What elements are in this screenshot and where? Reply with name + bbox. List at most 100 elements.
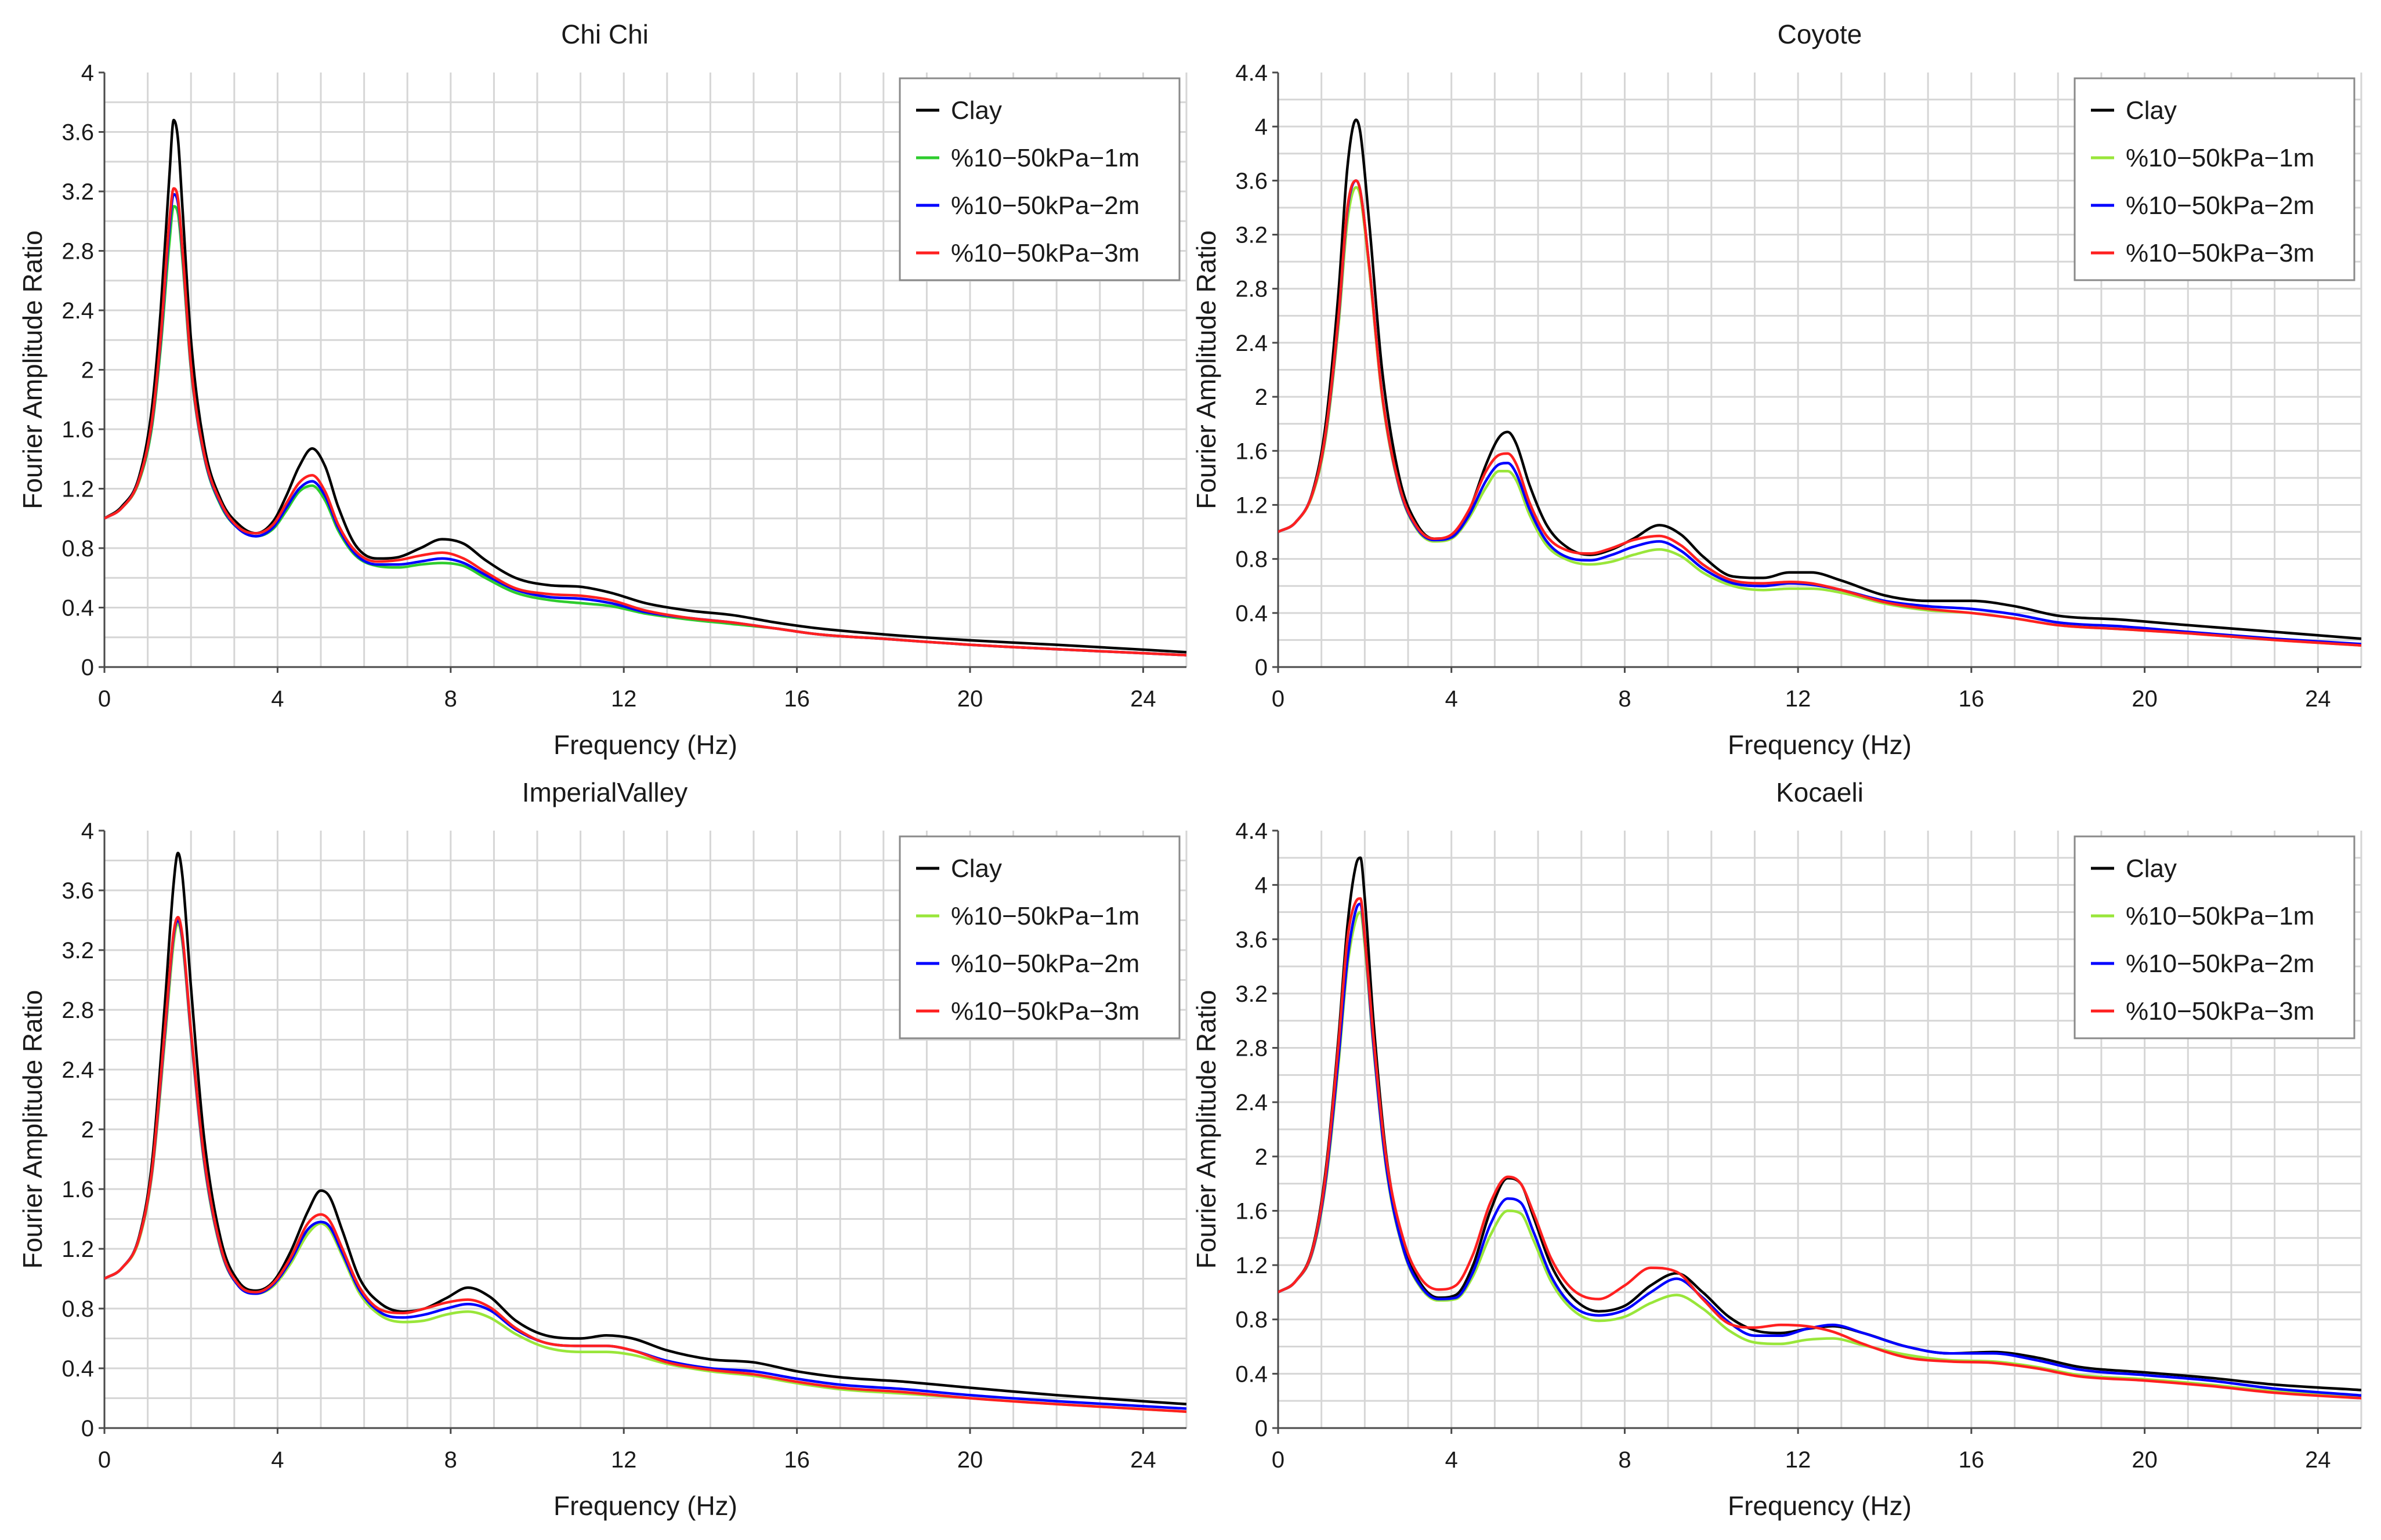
legend-label: %10−50kPa−2m (2126, 950, 2314, 978)
x-tick-label: 8 (1618, 686, 1631, 712)
legend-label: %10−50kPa−3m (2126, 997, 2314, 1026)
x-tick-label: 0 (1272, 1447, 1284, 1473)
legend: Clay %10−50kPa−1m %10−50kPa−2m %10−50kPa−3m (899, 77, 1181, 281)
y-tick-label: 0.8 (61, 536, 94, 561)
y-tick-label: 3.2 (61, 938, 94, 963)
legend-box (2074, 77, 2355, 281)
x-axis-label: Frequency (Hz) (553, 730, 737, 760)
y-tick-label: 3.6 (61, 120, 94, 146)
legend-label: Clay (951, 854, 1002, 883)
chart-panel-kocaeli: 0 4 8 12 16 20 24 0 0.4 0.8 1.2 1.6 2 2.4 2.8 3.2 3.6 4 4.… (1191, 777, 2362, 1521)
x-tick-label: 20 (957, 1447, 983, 1473)
x-tick-label: 12 (611, 1447, 637, 1473)
series-line-10-50kpa-3m (104, 916, 1186, 1413)
y-axis-label: Fourier Amplitude Ratio (17, 990, 48, 1269)
x-tick-label: 24 (1130, 1447, 1156, 1473)
legend-box (899, 835, 1181, 1039)
legend-label: Clay (951, 96, 1002, 125)
y-tick-label: 0 (1255, 655, 1268, 680)
x-tick-label: 12 (611, 686, 637, 712)
x-tick-label: 12 (1785, 686, 1811, 712)
legend-label: %10−50kPa−2m (2126, 191, 2314, 220)
series-line-clay (1278, 118, 2361, 640)
x-axis-label: Frequency (Hz) (553, 1491, 737, 1521)
y-tick-label: 0.4 (61, 596, 94, 621)
x-tick-label: 16 (1959, 1447, 1985, 1473)
series-line-10-50kpa-1m (104, 922, 1186, 1413)
y-axis-label: Fourier Amplitude Ratio (1191, 990, 1221, 1269)
legend-box (2074, 835, 2355, 1039)
legend-label: %10−50kPa−3m (2126, 239, 2314, 267)
y-tick-label: 2 (81, 358, 94, 383)
y-tick-label: 4.4 (1235, 818, 1268, 844)
y-tick-label: 4 (81, 818, 94, 844)
legend-label: %10−50kPa−1m (951, 902, 1139, 930)
series-line-clay (104, 851, 1186, 1406)
y-tick-label: 0.4 (1235, 601, 1268, 626)
y-axis-label: Fourier Amplitude Ratio (17, 230, 48, 509)
y-tick-label: 3.6 (1235, 168, 1268, 194)
x-tick-label: 20 (2132, 686, 2158, 712)
y-tick-label: 2.4 (1235, 1090, 1268, 1115)
series-group (1278, 856, 2361, 1400)
legend-label: %10−50kPa−2m (951, 950, 1139, 978)
x-tick-label: 0 (98, 1447, 111, 1473)
y-tick-label: 1.6 (61, 417, 94, 443)
series-line-10-50kpa-2m (1278, 903, 2361, 1397)
x-tick-label: 8 (444, 1447, 457, 1473)
legend: Clay %10−50kPa−1m %10−50kPa−2m %10−50kPa−3m (899, 835, 1181, 1039)
x-tick-label: 0 (1272, 686, 1284, 712)
x-tick-label: 24 (1130, 686, 1156, 712)
series-line-10-50kpa-1m (1278, 911, 2361, 1398)
x-axis-label: Frequency (Hz) (1728, 730, 1912, 760)
series-line-10-50kpa-2m (104, 919, 1186, 1410)
y-tick-label: 0 (81, 1416, 94, 1441)
x-tick-label: 4 (1445, 686, 1458, 712)
y-tick-label: 2.8 (61, 239, 94, 264)
y-tick-label: 0 (1255, 1416, 1268, 1441)
y-tick-label: 1.6 (61, 1177, 94, 1202)
legend-label: Clay (2126, 854, 2177, 883)
y-tick-label: 1.2 (1235, 1253, 1268, 1278)
series-line-10-50kpa-3m (1278, 897, 2361, 1400)
y-tick-label: 0.8 (1235, 1307, 1268, 1333)
legend: Clay %10−50kPa−1m %10−50kPa−2m %10−50kPa−3m (2074, 77, 2355, 281)
y-tick-label: 0 (81, 655, 94, 680)
y-tick-label: 2.8 (61, 998, 94, 1023)
chart-panel-chi-chi: 0 4 8 12 16 20 24 0 0.4 0.8 1.2 1.6 2 2.4 2.8 3.2 3.6 4 Ch… (17, 19, 1188, 760)
y-tick-label: 2.8 (1235, 1036, 1268, 1061)
chart-panel-coyote: 0 4 8 12 16 20 24 0 0.4 0.8 1.2 1.6 2 2.4 2.8 3.2 3.6 4 4.… (1191, 19, 2362, 760)
y-tick-label: 2.8 (1235, 277, 1268, 302)
y-tick-label: 3.2 (1235, 223, 1268, 248)
y-axis-label: Fourier Amplitude Ratio (1191, 230, 1221, 509)
legend-label: %10−50kPa−1m (951, 144, 1139, 172)
series-line-10-50kpa-3m (104, 187, 1186, 657)
y-tick-label: 4 (81, 60, 94, 86)
x-tick-label: 8 (444, 686, 457, 712)
y-tick-label: 4 (1255, 114, 1268, 140)
y-tick-label: 2.4 (61, 298, 94, 324)
legend-label: %10−50kPa−1m (2126, 144, 2314, 172)
y-tick-label: 1.2 (1235, 492, 1268, 518)
x-tick-label: 24 (2305, 686, 2331, 712)
x-tick-label: 8 (1618, 1447, 1631, 1473)
series-line-clay (104, 118, 1186, 654)
chart-title: ImperialValley (522, 777, 687, 807)
x-tick-label: 20 (957, 686, 983, 712)
legend-label: %10−50kPa−2m (951, 191, 1139, 220)
series-group (104, 118, 1186, 657)
y-tick-label: 2.4 (1235, 331, 1268, 356)
legend: Clay %10−50kPa−1m %10−50kPa−2m %10−50kPa−3m (2074, 835, 2355, 1039)
y-tick-label: 1.6 (1235, 1198, 1268, 1224)
y-tick-label: 4.4 (1235, 60, 1268, 86)
y-tick-label: 2 (1255, 385, 1268, 410)
x-axis-label: Frequency (Hz) (1728, 1491, 1912, 1521)
x-tick-label: 24 (2305, 1447, 2331, 1473)
x-tick-label: 0 (98, 686, 111, 712)
series-group (1278, 118, 2361, 647)
y-tick-label: 2 (1255, 1144, 1268, 1170)
y-tick-label: 2 (81, 1117, 94, 1143)
chart-title: Chi Chi (561, 19, 649, 49)
x-tick-label: 16 (1959, 686, 1985, 712)
